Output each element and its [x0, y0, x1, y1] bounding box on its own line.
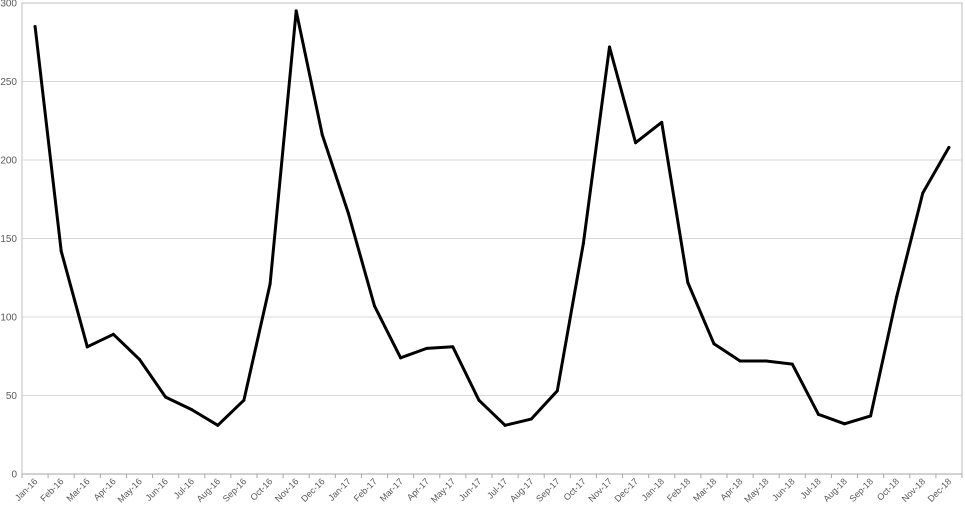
x-tick-label: Dec-17 [612, 476, 640, 504]
y-tick-label: 300 [0, 0, 17, 10]
data-point [164, 395, 168, 399]
x-tick-label: Jan-17 [326, 476, 353, 503]
y-tick-label: 50 [6, 391, 18, 402]
data-point [33, 25, 37, 29]
y-tick-label: 0 [11, 470, 17, 481]
x-tick-label: May-17 [429, 476, 457, 504]
data-point [660, 120, 664, 124]
data-point [268, 282, 272, 286]
x-tick-label: Oct-17 [562, 476, 588, 502]
x-tick-label: Sep-18 [847, 476, 875, 504]
data-point [85, 345, 89, 349]
x-tick-label: Feb-18 [665, 476, 692, 503]
x-tick-label: Nov-18 [900, 476, 928, 504]
x-tick-label: Mar-17 [378, 476, 405, 503]
data-point [608, 45, 611, 49]
x-tick-label: Jun-18 [770, 476, 797, 503]
x-tick-label: Jun-17 [457, 476, 484, 503]
data-point [555, 389, 559, 393]
gridlines [22, 2, 962, 396]
data-point [451, 345, 455, 349]
data-point [320, 133, 324, 137]
x-tick-label: May-16 [116, 476, 144, 504]
x-tick-label: Jul-17 [485, 476, 509, 500]
data-point [712, 342, 716, 346]
data-point [242, 398, 246, 402]
data-point [947, 145, 951, 149]
axes [21, 2, 963, 478]
x-tick-label: Aug-17 [508, 476, 536, 504]
x-tick-label: Jul-18 [798, 476, 822, 500]
y-tick-label: 250 [0, 77, 17, 88]
x-tick-label: Apr-18 [718, 476, 744, 502]
data-point [738, 359, 742, 363]
data-point [59, 249, 63, 253]
x-tick-label: Sep-16 [221, 476, 249, 504]
data-point [790, 362, 794, 366]
data-point [216, 423, 220, 427]
data-point [895, 295, 899, 299]
data-point [503, 423, 507, 427]
data-point [138, 357, 141, 361]
x-tick-label: Sep-17 [534, 476, 562, 504]
x-tick-label: Mar-18 [691, 476, 718, 503]
series-line [33, 9, 951, 427]
data-point [425, 346, 429, 350]
data-point [477, 398, 481, 402]
x-tick-label: Mar-16 [64, 476, 91, 503]
data-point [816, 412, 820, 416]
series-layer [33, 9, 951, 427]
data-point [373, 304, 376, 308]
x-tick-label: Oct-18 [875, 476, 901, 502]
y-axis-ticks: 0 50 100 150 200 250 300 [0, 0, 17, 481]
data-point [634, 141, 638, 145]
y-tick-label: 100 [0, 313, 17, 324]
data-point [764, 359, 768, 363]
x-tick-label: Jul-16 [172, 476, 196, 500]
y-tick-label: 200 [0, 156, 17, 167]
data-point [111, 332, 115, 336]
data-point [399, 356, 403, 360]
x-tick-label: Feb-17 [352, 476, 379, 503]
data-point [869, 414, 873, 418]
data-point [294, 9, 298, 13]
x-tick-label: Aug-18 [821, 476, 849, 504]
x-tick-label: Oct-16 [248, 476, 274, 502]
x-tick-label: Apr-17 [405, 476, 431, 502]
y-tick-label: 150 [0, 234, 17, 245]
x-tick-label: Nov-17 [586, 476, 614, 504]
x-tick-label: Dec-16 [299, 476, 327, 504]
data-point [843, 422, 846, 426]
data-point [921, 191, 925, 195]
data-point [686, 280, 690, 284]
x-tick-label: Nov-16 [273, 476, 301, 504]
x-tick-label: Feb-16 [38, 476, 65, 503]
data-point [581, 241, 585, 245]
x-tick-label: Jan-18 [640, 476, 667, 503]
x-tick-label: Dec-18 [926, 476, 954, 504]
data-point [346, 211, 350, 215]
x-tick-label: May-18 [742, 476, 770, 504]
x-tick-label: Aug-16 [195, 476, 223, 504]
data-point [529, 417, 533, 421]
x-tick-label: Apr-16 [92, 476, 118, 502]
x-tick-label: Jun-16 [143, 476, 170, 503]
data-point [190, 408, 194, 412]
